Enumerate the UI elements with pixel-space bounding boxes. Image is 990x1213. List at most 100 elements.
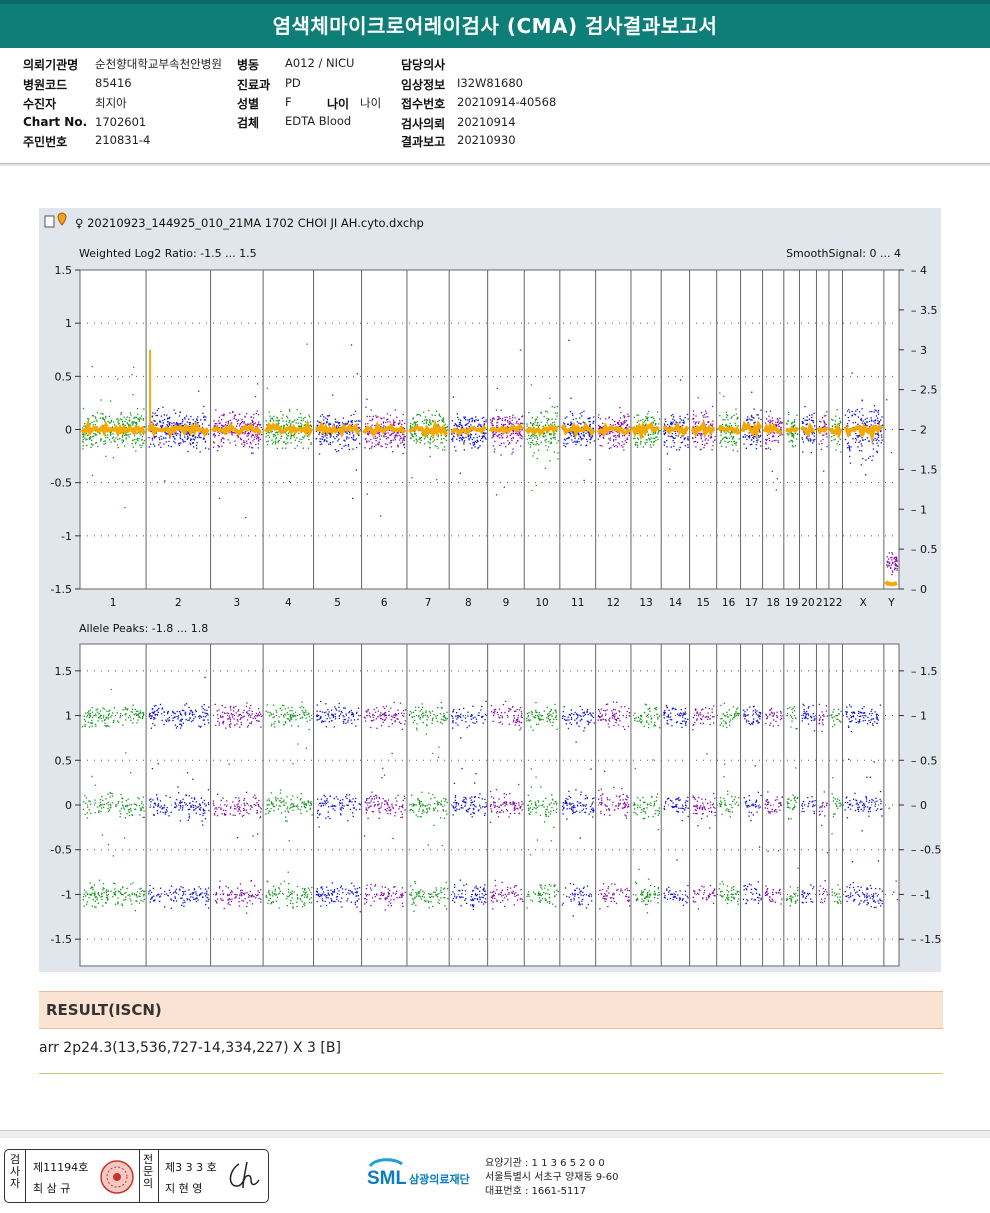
chrom-label-4: 4: [285, 597, 292, 609]
expert-license: 제3 3 3 호: [165, 1161, 217, 1174]
address: 서울특별시 서초구 양재동 9-60: [485, 1172, 619, 1183]
chrom-label-2: 2: [175, 597, 182, 609]
info-label: 진료과: [237, 78, 271, 92]
info-value: A012 / NICU: [285, 56, 355, 70]
info-value: F: [285, 95, 292, 109]
smooth-signal-line: [800, 422, 815, 438]
chrom-allele-3: [212, 702, 263, 914]
smooth-signal-line: [816, 426, 829, 435]
info-label: 검체: [237, 116, 260, 130]
info-value: 210831-4: [95, 133, 151, 147]
tester-license: 제11194호: [33, 1161, 89, 1174]
expert-name: 지 현 영: [165, 1182, 203, 1195]
chrom-allele-11: [561, 705, 595, 917]
y-tick-left: -1: [61, 530, 72, 543]
smooth-signal-line: [450, 425, 487, 437]
report-title: 염색체마이크로어레이검사 (CMA) 검사결과보고서: [0, 0, 990, 48]
sml-logo-icon: SML: [367, 1158, 408, 1189]
y-tick-right: – 3: [911, 344, 927, 357]
y-tick-right: – 1: [911, 503, 927, 516]
y-tick-right: – 0.5: [911, 543, 938, 556]
tester-name: 최 삼 규: [33, 1182, 71, 1195]
chrom-allele-13: [633, 703, 661, 914]
info-label: 수진자: [23, 97, 57, 111]
info-value: 순천향대학교부속천안병원: [95, 57, 222, 71]
info-value: 1702601: [95, 115, 147, 129]
chrom-allele-6: [363, 701, 407, 911]
allele-tick-left: 1.5: [55, 665, 73, 678]
allele-tick-right: – 0.5: [911, 754, 938, 767]
chrom-label-17: 17: [745, 597, 758, 609]
info-value: I32W81680: [457, 76, 523, 90]
y-tick-right: – 2: [911, 424, 927, 437]
chrom-allele-10: [526, 702, 559, 909]
chrom-allele-2: [148, 676, 210, 909]
result-heading: RESULT(ISCN): [39, 991, 943, 1029]
allele-tick-right: – 1: [911, 710, 927, 723]
info-value: 나이: [360, 96, 382, 110]
chrom-allele-X: [844, 704, 883, 909]
divider: [25, 1150, 26, 1202]
chrom-allele-9: [489, 700, 524, 910]
smooth-signal-line: [785, 426, 800, 434]
seal-stamp-icon: [100, 1160, 134, 1194]
chrom-allele-14: [663, 704, 689, 906]
chrom-label-14: 14: [669, 597, 683, 609]
info-label: 담당의사: [401, 58, 446, 72]
smooth-signal-line: [884, 580, 898, 587]
info-value: 20210914: [457, 115, 516, 129]
smooth-signal-line: [362, 420, 407, 437]
info-value: PD: [285, 76, 301, 90]
allele-tick-left: 0: [65, 799, 72, 812]
chrom-allele-5: [315, 700, 361, 913]
chrom-label-9: 9: [503, 597, 510, 609]
info-label: 병동: [237, 58, 260, 72]
chrom-allele-21: [818, 703, 829, 904]
smooth-signal-line: [560, 421, 596, 439]
smooth-signal-line: [663, 421, 690, 438]
y-tick-left: 1: [65, 317, 72, 330]
chrom-scatter-Y: [886, 399, 899, 576]
allele-tick-right: – -0.5: [911, 844, 941, 857]
chrom-label-Y: Y: [887, 597, 895, 609]
chrom-label-X: X: [860, 597, 867, 609]
chrom-allele-8: [451, 700, 487, 911]
smooth-signal-line: [829, 422, 843, 440]
allele-tick-right: – -1.5: [911, 933, 941, 946]
tester-label: 검사자: [9, 1153, 21, 1190]
chrom-label-3: 3: [234, 597, 241, 609]
chrom-label-21: 21: [816, 597, 829, 609]
chrom-allele-17: [742, 705, 762, 905]
chrom-allele-19: [786, 706, 799, 907]
smooth-signal-line: [210, 422, 262, 437]
info-value: EDTA Blood: [285, 114, 352, 128]
smooth-signal-line: [524, 423, 558, 436]
allele-tick-right: – 0: [911, 799, 927, 812]
chrom-allele-16: [718, 702, 740, 905]
chrom-label-22: 22: [829, 597, 842, 609]
chrom-label-5: 5: [334, 597, 341, 609]
allele-tick-left: -1: [61, 888, 72, 901]
allele-tick-left: 1: [65, 710, 72, 723]
chrom-label-16: 16: [722, 597, 736, 609]
divider: [139, 1150, 140, 1202]
info-value: 최지아: [95, 96, 127, 110]
info-label: 검사의뢰: [401, 117, 446, 131]
y-tick-left: -0.5: [51, 477, 72, 490]
allele-tick-right: – -1: [911, 888, 931, 901]
cma-plot: ♀ 20210923_144925_010_21MA 1702 CHOI JI …: [44, 212, 941, 967]
smooth-signal-line: [717, 424, 741, 435]
info-value: 20210914-40568: [457, 95, 557, 109]
chrom-allele-4: [265, 701, 313, 909]
result-iscn: arr 2p24.3(13,536,727-14,334,227) X 3 [B…: [39, 1040, 341, 1056]
institution-code: 요양기관 : 1 1 3 6 5 2 0 0: [485, 1158, 605, 1169]
y-tick-right: – 1.5: [911, 463, 938, 476]
y-tick-left: -1.5: [51, 583, 72, 596]
chrom-label-12: 12: [607, 597, 620, 609]
y-tick-right: – 4: [911, 264, 927, 277]
chrom-label-13: 13: [639, 597, 652, 609]
y-tick-left: 0: [65, 424, 72, 437]
smooth-signal-line: [80, 418, 146, 438]
signature-icon: [229, 1161, 260, 1189]
info-value: 20210930: [457, 133, 516, 147]
